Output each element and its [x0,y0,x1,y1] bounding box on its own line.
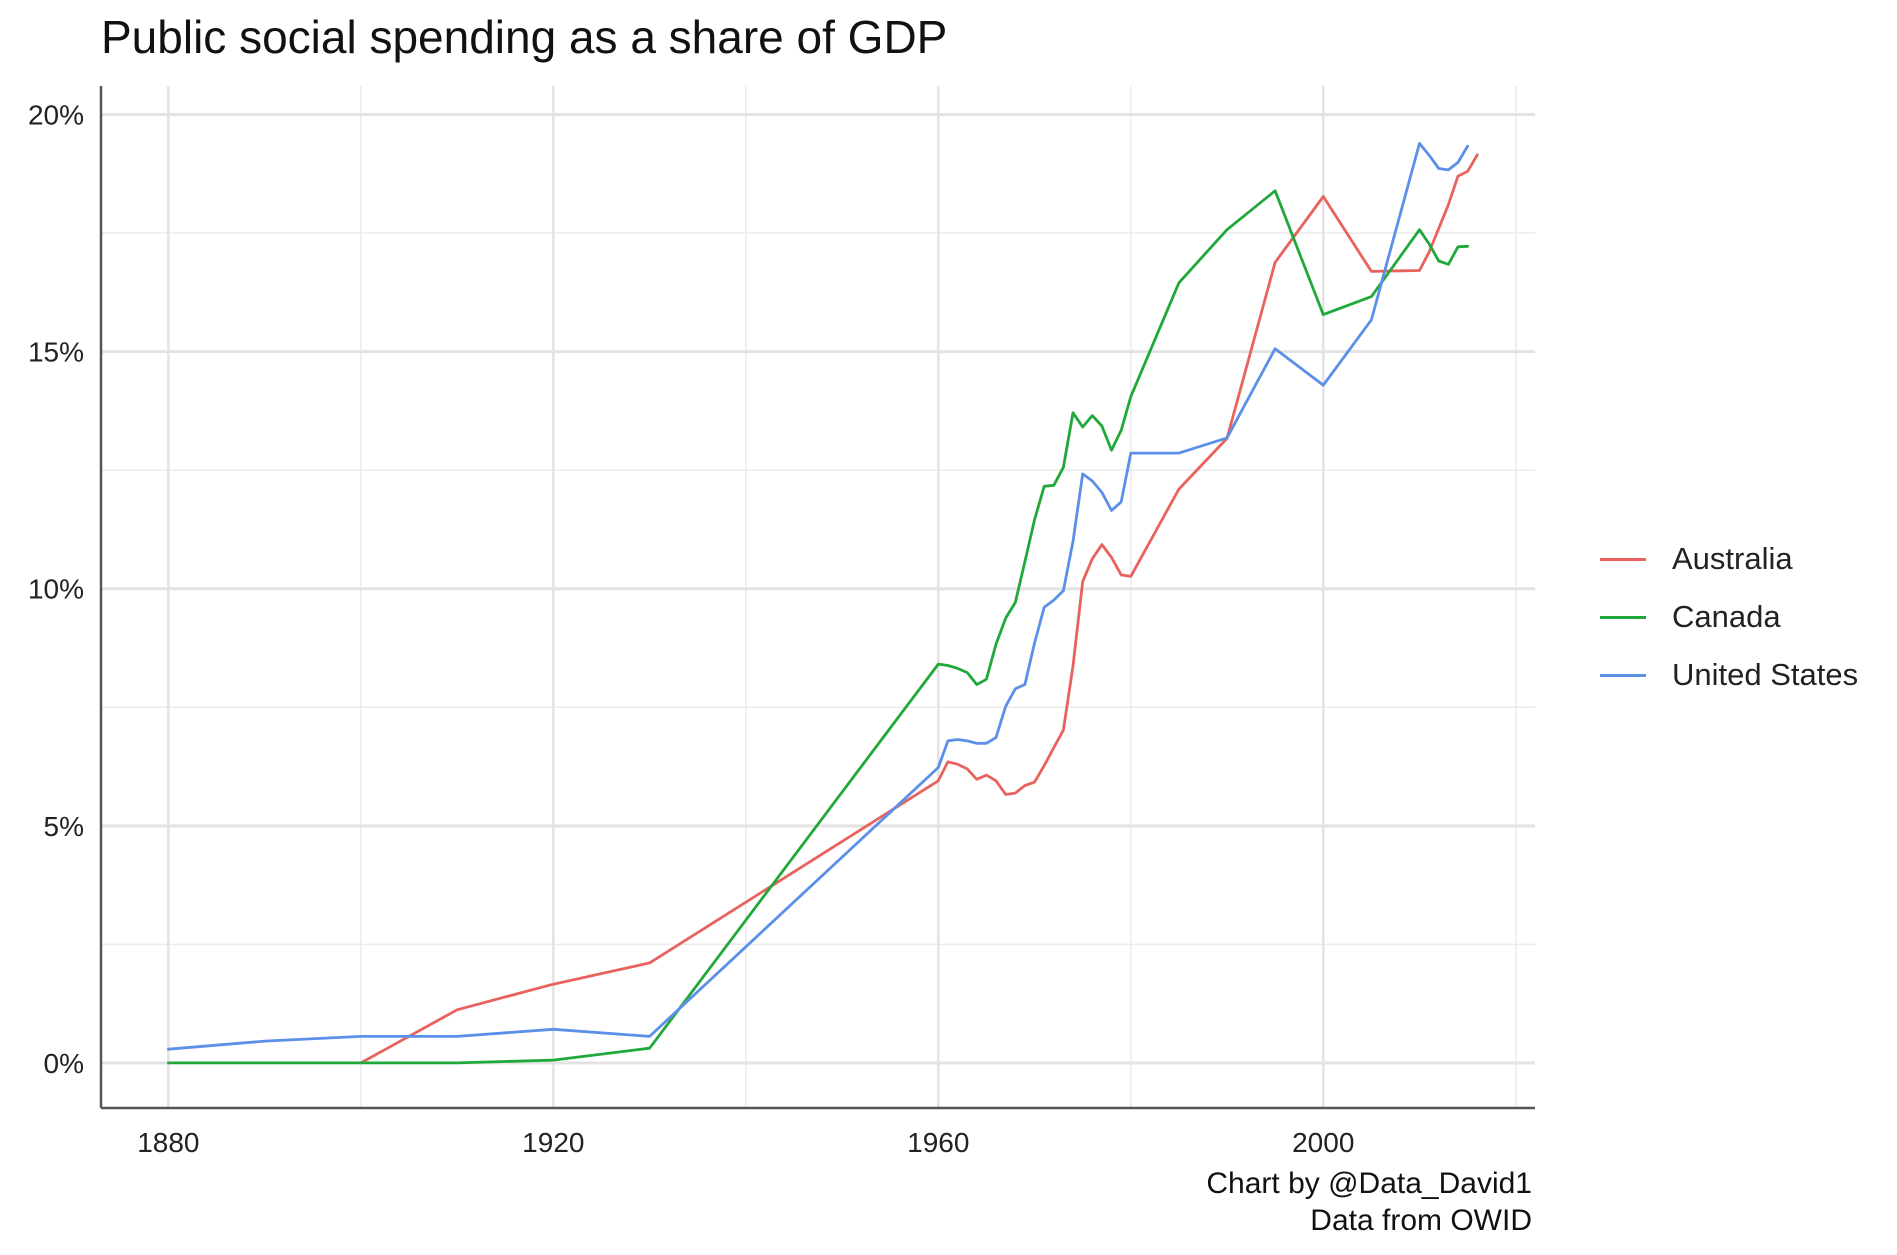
chart-title: Public social spending as a share of GDP [101,11,948,63]
legend-label-canada: Canada [1672,599,1781,634]
y-tick-label: 0% [44,1048,84,1079]
legend-item-canada: Canada [1600,588,1858,646]
x-tick-label: 1920 [522,1127,584,1158]
series-line-united-states [166,141,1469,1051]
y-tick-label: 5% [44,811,84,842]
legend-item-australia: Australia [1600,530,1858,588]
grid [101,86,1535,1108]
y-tick-label: 15% [28,337,84,368]
caption-source: Data from OWID [1310,1204,1532,1237]
legend-label-united-states: United States [1672,657,1859,692]
legend-swatch-canada [1600,615,1646,619]
x-tick-label: 2000 [1292,1127,1354,1158]
legend-swatch-united-states [1600,673,1646,677]
x-tick-label: 1960 [907,1127,969,1158]
y-tick-label: 10% [28,574,84,605]
series-line-canada [166,189,1469,1065]
caption-author: Chart by @Data_David1 [1206,1167,1532,1200]
legend: Australia Canada United States [1600,530,1858,704]
series-lines [166,141,1479,1065]
legend-swatch-australia [1600,557,1646,561]
axes [99,86,1535,1110]
series-line-australia [359,153,1479,1065]
x-tick-label: 1880 [137,1127,199,1158]
y-tick-label: 20% [28,99,84,130]
tick-labels: 0% 5% 10% 15% 20% 1880 1920 1960 2000 [28,99,1354,1158]
legend-label-australia: Australia [1672,541,1793,576]
chart-caption: Chart by @Data_David1 Data from OWID [1206,1165,1532,1239]
legend-item-united-states: United States [1600,646,1858,704]
